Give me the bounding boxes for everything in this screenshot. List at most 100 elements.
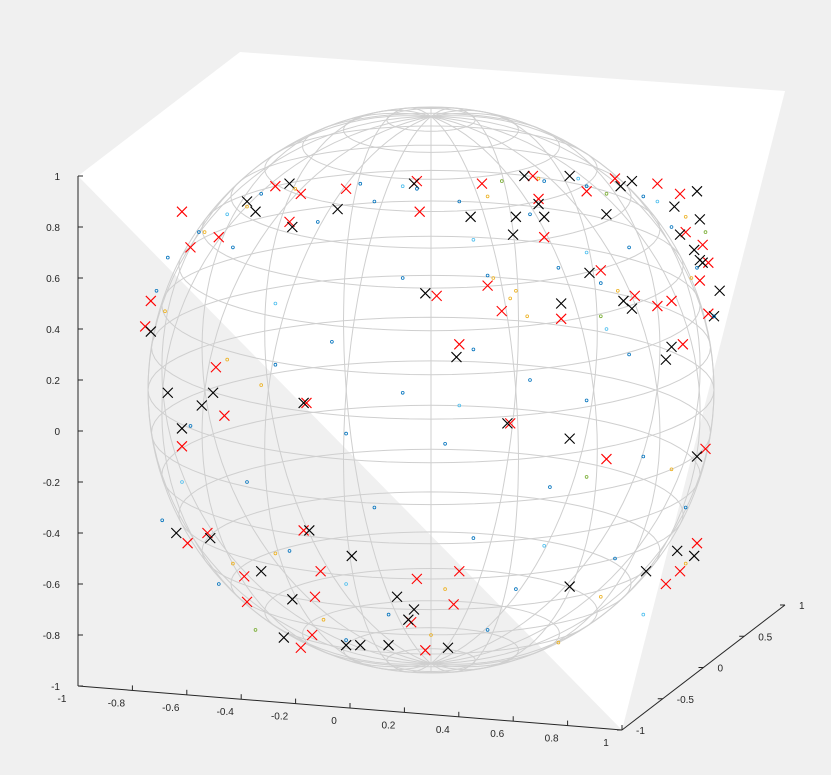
x-marker bbox=[496, 305, 508, 317]
dot-marker bbox=[703, 230, 708, 234]
mesh-longitude-line bbox=[161, 115, 432, 664]
x-marker bbox=[504, 417, 516, 429]
z-tick-label: 1 bbox=[54, 172, 60, 183]
x-marker bbox=[691, 451, 703, 462]
x-tick-label: -1 bbox=[58, 694, 67, 705]
x-marker bbox=[176, 206, 188, 218]
x-marker bbox=[315, 565, 327, 577]
x-marker bbox=[402, 614, 414, 626]
x-marker bbox=[660, 354, 672, 365]
x-marker bbox=[431, 290, 443, 302]
dot-marker bbox=[163, 309, 167, 314]
y-tick-label: 0.5 bbox=[758, 632, 772, 643]
dot-marker bbox=[613, 556, 617, 561]
x-marker bbox=[674, 188, 686, 200]
x-marker bbox=[419, 644, 431, 656]
x-marker bbox=[697, 239, 709, 251]
x-marker bbox=[332, 203, 343, 215]
x-marker bbox=[408, 604, 420, 615]
dot-marker bbox=[542, 543, 546, 548]
dot-marker bbox=[429, 633, 433, 637]
x-marker bbox=[694, 213, 706, 225]
x-marker bbox=[306, 629, 318, 641]
x-marker bbox=[219, 410, 230, 422]
x-marker bbox=[411, 573, 423, 585]
x-marker bbox=[714, 285, 726, 297]
dot-marker bbox=[400, 184, 405, 189]
dot-marker bbox=[372, 505, 377, 510]
x-marker bbox=[269, 180, 281, 192]
x-marker bbox=[298, 397, 310, 409]
x-tick-label: -0.6 bbox=[162, 703, 180, 714]
mesh-longitude-line bbox=[201, 112, 432, 664]
dot-marker bbox=[542, 179, 546, 183]
dot-marker bbox=[400, 276, 405, 280]
x-marker bbox=[626, 303, 638, 314]
x-marker bbox=[533, 193, 544, 205]
x-marker bbox=[170, 527, 182, 539]
dot-marker bbox=[615, 288, 620, 293]
dot-marker bbox=[689, 276, 694, 280]
dot-marker bbox=[655, 199, 660, 204]
dot-marker bbox=[225, 357, 230, 362]
dot-marker bbox=[321, 617, 326, 622]
dot-marker bbox=[598, 594, 603, 599]
mesh-outline bbox=[147, 106, 715, 674]
dot-marker bbox=[604, 192, 609, 196]
dot-marker bbox=[443, 587, 447, 591]
x-marker bbox=[609, 173, 621, 184]
x-marker bbox=[677, 338, 689, 350]
x-marker bbox=[298, 525, 310, 536]
x-marker bbox=[527, 170, 539, 182]
x-marker bbox=[301, 397, 312, 409]
dot-marker bbox=[485, 194, 490, 199]
dot-marker bbox=[584, 475, 589, 479]
dot-marker bbox=[584, 398, 589, 403]
dot-marker bbox=[202, 230, 207, 234]
x-marker bbox=[581, 185, 593, 197]
x-marker bbox=[668, 201, 680, 212]
dot-marker bbox=[259, 383, 264, 387]
x-marker bbox=[564, 170, 576, 182]
dot-marker bbox=[598, 281, 603, 285]
x-marker bbox=[476, 178, 488, 190]
x-marker bbox=[601, 208, 612, 220]
x-marker bbox=[255, 565, 267, 577]
mesh-longitude-line bbox=[264, 116, 432, 671]
dot-marker bbox=[253, 628, 258, 632]
dot-marker bbox=[471, 536, 476, 540]
dot-marker bbox=[457, 199, 462, 204]
x-marker bbox=[666, 295, 677, 307]
mesh-longitude-line bbox=[342, 116, 432, 673]
x-marker bbox=[204, 532, 216, 544]
x-marker bbox=[162, 387, 174, 399]
mesh-longitude-line bbox=[430, 116, 520, 673]
dot-marker bbox=[528, 378, 532, 382]
x-marker bbox=[660, 578, 672, 590]
x-marker bbox=[295, 188, 307, 200]
sphere-mesh bbox=[147, 106, 715, 674]
x-marker bbox=[309, 591, 321, 603]
x-marker bbox=[241, 596, 253, 608]
x-marker bbox=[691, 537, 703, 549]
dot-marker bbox=[508, 296, 513, 301]
x-marker bbox=[278, 632, 290, 643]
dot-marker bbox=[669, 225, 674, 229]
mesh-longitude-line bbox=[264, 109, 432, 664]
dot-marker bbox=[598, 314, 603, 319]
x-marker bbox=[700, 443, 711, 455]
x-marker bbox=[383, 639, 394, 651]
dot-marker bbox=[514, 587, 518, 591]
x-marker bbox=[626, 175, 638, 187]
y-tick-label: -0.5 bbox=[677, 695, 695, 706]
dot-marker bbox=[669, 467, 674, 472]
dot-marker bbox=[514, 288, 518, 293]
x-marker bbox=[145, 295, 157, 307]
dot-marker bbox=[641, 454, 646, 459]
x-marker bbox=[207, 387, 219, 399]
x-marker bbox=[295, 642, 307, 654]
x-marker bbox=[652, 300, 663, 312]
x-marker bbox=[688, 244, 700, 256]
mesh-longitude-line bbox=[430, 116, 701, 665]
dot-marker bbox=[584, 184, 589, 189]
